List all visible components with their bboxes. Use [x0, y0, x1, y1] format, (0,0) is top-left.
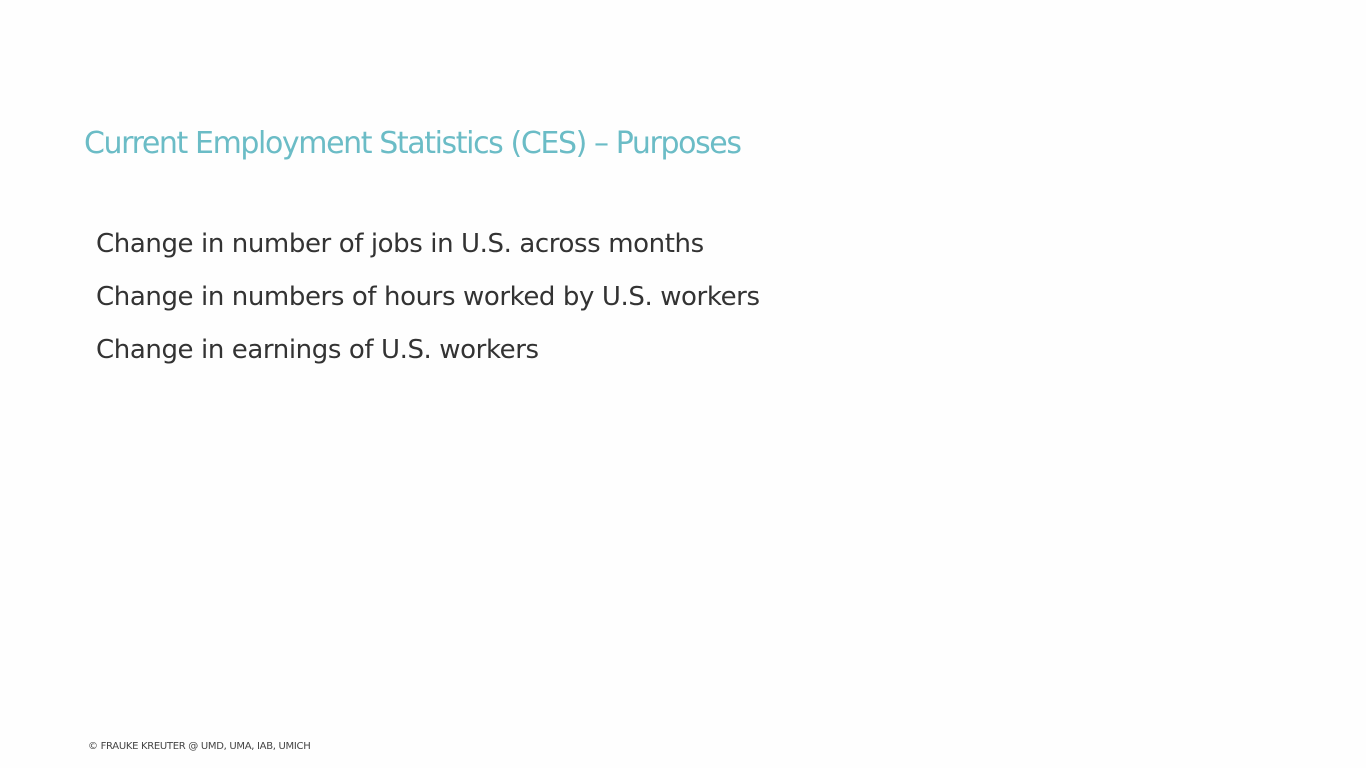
bullet-item-earnings: Change in earnings of U.S. workers [96, 335, 539, 365]
bullet-list: Change in number of jobs in U.S. across … [96, 226, 760, 385]
bullet-item-hours: Change in numbers of hours worked by U.S… [96, 282, 760, 312]
copyright-footer: © FRAUKE KREUTER @ UMD, UMA, IAB, UMICH [88, 741, 311, 752]
slide-title: Current Employment Statistics (CES) – Pu… [84, 126, 742, 161]
bullet-item-jobs: Change in number of jobs in U.S. across … [96, 229, 704, 259]
